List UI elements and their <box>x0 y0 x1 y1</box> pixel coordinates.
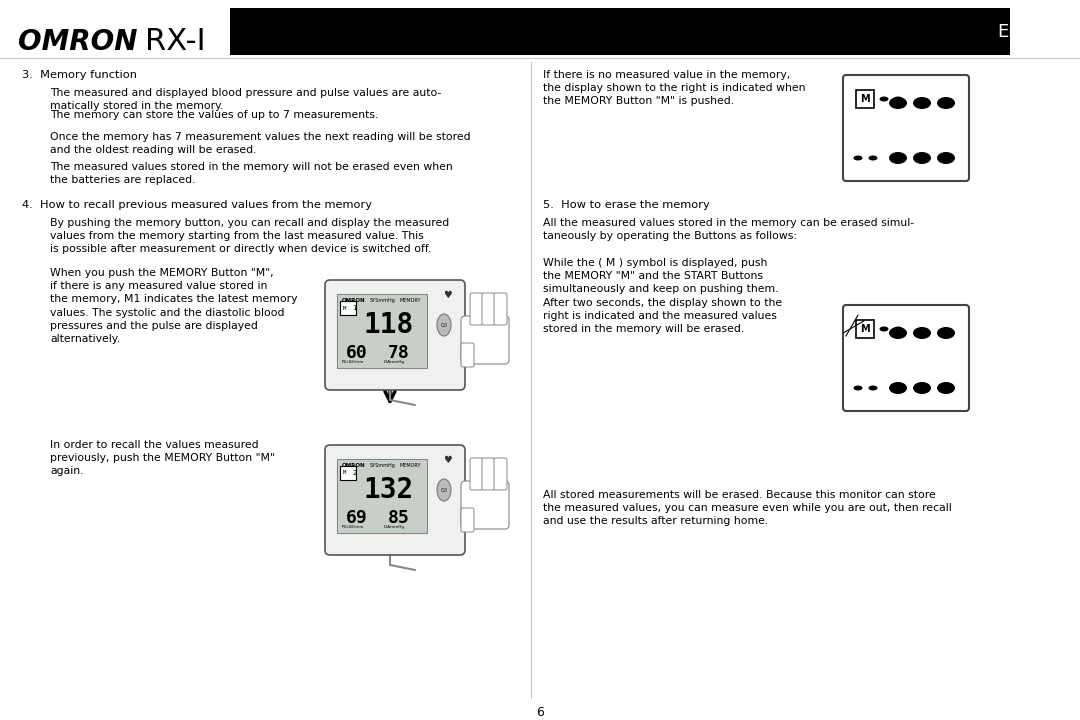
Text: PULSE/min: PULSE/min <box>342 525 364 529</box>
Text: While the ( M ) symbol is displayed, push
the MEMORY "M" and the START Buttons
s: While the ( M ) symbol is displayed, pus… <box>543 258 782 334</box>
Ellipse shape <box>868 156 877 161</box>
FancyBboxPatch shape <box>325 445 465 555</box>
Ellipse shape <box>937 382 955 394</box>
Text: 1: 1 <box>352 305 356 311</box>
Text: ♥: ♥ <box>443 455 453 465</box>
Bar <box>340 466 356 480</box>
FancyBboxPatch shape <box>470 293 483 325</box>
FancyBboxPatch shape <box>482 458 495 490</box>
Bar <box>230 8 1010 55</box>
FancyBboxPatch shape <box>337 294 427 368</box>
Text: 118: 118 <box>364 311 414 339</box>
Text: 6: 6 <box>536 706 544 719</box>
FancyBboxPatch shape <box>461 316 509 364</box>
Text: PULSE/min: PULSE/min <box>342 360 364 364</box>
Text: M: M <box>343 305 347 310</box>
Text: All the measured values stored in the memory can be erased simul-
taneously by o: All the measured values stored in the me… <box>543 218 914 241</box>
Text: Once the memory has 7 measurement values the next reading will be stored
and the: Once the memory has 7 measurement values… <box>50 132 471 156</box>
Ellipse shape <box>879 326 889 331</box>
Ellipse shape <box>893 96 903 102</box>
Text: In order to recall the values measured
previously, push the MEMORY Button "M"
ag: In order to recall the values measured p… <box>50 440 275 477</box>
Text: The measured values stored in the memory will not be erased even when
the batter: The measured values stored in the memory… <box>50 162 453 185</box>
FancyBboxPatch shape <box>461 481 509 529</box>
Ellipse shape <box>937 97 955 109</box>
Ellipse shape <box>937 327 955 339</box>
Ellipse shape <box>937 152 955 164</box>
FancyBboxPatch shape <box>461 508 474 532</box>
Ellipse shape <box>889 327 907 339</box>
Ellipse shape <box>879 96 889 102</box>
Text: DIAmmHg: DIAmmHg <box>384 525 405 529</box>
Text: When you push the MEMORY Button "M",
if there is any measured value stored in
th: When you push the MEMORY Button "M", if … <box>50 268 297 344</box>
Ellipse shape <box>889 382 907 394</box>
Bar <box>856 320 874 338</box>
FancyBboxPatch shape <box>461 343 474 367</box>
Text: MEMORY: MEMORY <box>400 298 421 303</box>
FancyBboxPatch shape <box>843 305 969 411</box>
Text: OMRON: OMRON <box>342 463 366 468</box>
Text: 85: 85 <box>388 509 409 527</box>
Text: M: M <box>343 470 347 475</box>
Ellipse shape <box>913 382 931 394</box>
FancyBboxPatch shape <box>470 458 483 490</box>
Text: M: M <box>860 324 869 334</box>
Text: SYSmmHg: SYSmmHg <box>370 463 396 468</box>
Text: 69: 69 <box>346 509 368 527</box>
Ellipse shape <box>437 314 451 336</box>
Ellipse shape <box>913 327 931 339</box>
Text: English: English <box>997 23 1062 41</box>
Ellipse shape <box>853 156 863 161</box>
FancyBboxPatch shape <box>494 293 507 325</box>
Bar <box>340 301 356 315</box>
Text: 2: 2 <box>352 470 356 476</box>
Text: OMRON: OMRON <box>342 298 366 303</box>
Text: 78: 78 <box>388 344 409 362</box>
Text: RX-I: RX-I <box>145 27 205 56</box>
Text: 3.  Memory function: 3. Memory function <box>22 70 137 80</box>
Text: By pushing the memory button, you can recall and display the measured
values fro: By pushing the memory button, you can re… <box>50 218 449 254</box>
Text: 5.  How to erase the memory: 5. How to erase the memory <box>543 200 710 210</box>
Ellipse shape <box>893 326 903 331</box>
FancyBboxPatch shape <box>325 280 465 390</box>
Text: DIAmmHg: DIAmmHg <box>384 360 405 364</box>
Text: 132: 132 <box>364 476 414 504</box>
FancyBboxPatch shape <box>482 293 495 325</box>
Text: The memory can store the values of up to 7 measurements.: The memory can store the values of up to… <box>50 110 378 120</box>
Ellipse shape <box>868 385 877 390</box>
Text: 60: 60 <box>346 344 368 362</box>
Bar <box>856 90 874 108</box>
Text: O/I: O/I <box>441 323 447 328</box>
Ellipse shape <box>853 385 863 390</box>
FancyBboxPatch shape <box>337 459 427 533</box>
Ellipse shape <box>889 97 907 109</box>
Text: If there is no measured value in the memory,
the display shown to the right is i: If there is no measured value in the mem… <box>543 70 806 107</box>
Ellipse shape <box>889 152 907 164</box>
Text: OMRON: OMRON <box>18 28 137 56</box>
Text: ♥: ♥ <box>443 290 453 300</box>
Ellipse shape <box>913 97 931 109</box>
Text: M: M <box>860 94 869 104</box>
FancyBboxPatch shape <box>494 458 507 490</box>
FancyBboxPatch shape <box>843 75 969 181</box>
Text: The measured and displayed blood pressure and pulse values are auto-
matically s: The measured and displayed blood pressur… <box>50 88 442 111</box>
Ellipse shape <box>437 479 451 501</box>
Text: 4.  How to recall previous measured values from the memory: 4. How to recall previous measured value… <box>22 200 372 210</box>
Text: O/I: O/I <box>441 487 447 492</box>
Text: MEMORY: MEMORY <box>400 463 421 468</box>
Text: All stored measurements will be erased. Because this monitor can store
the measu: All stored measurements will be erased. … <box>543 490 951 526</box>
Ellipse shape <box>913 152 931 164</box>
Text: SYSmmHg: SYSmmHg <box>370 298 396 303</box>
